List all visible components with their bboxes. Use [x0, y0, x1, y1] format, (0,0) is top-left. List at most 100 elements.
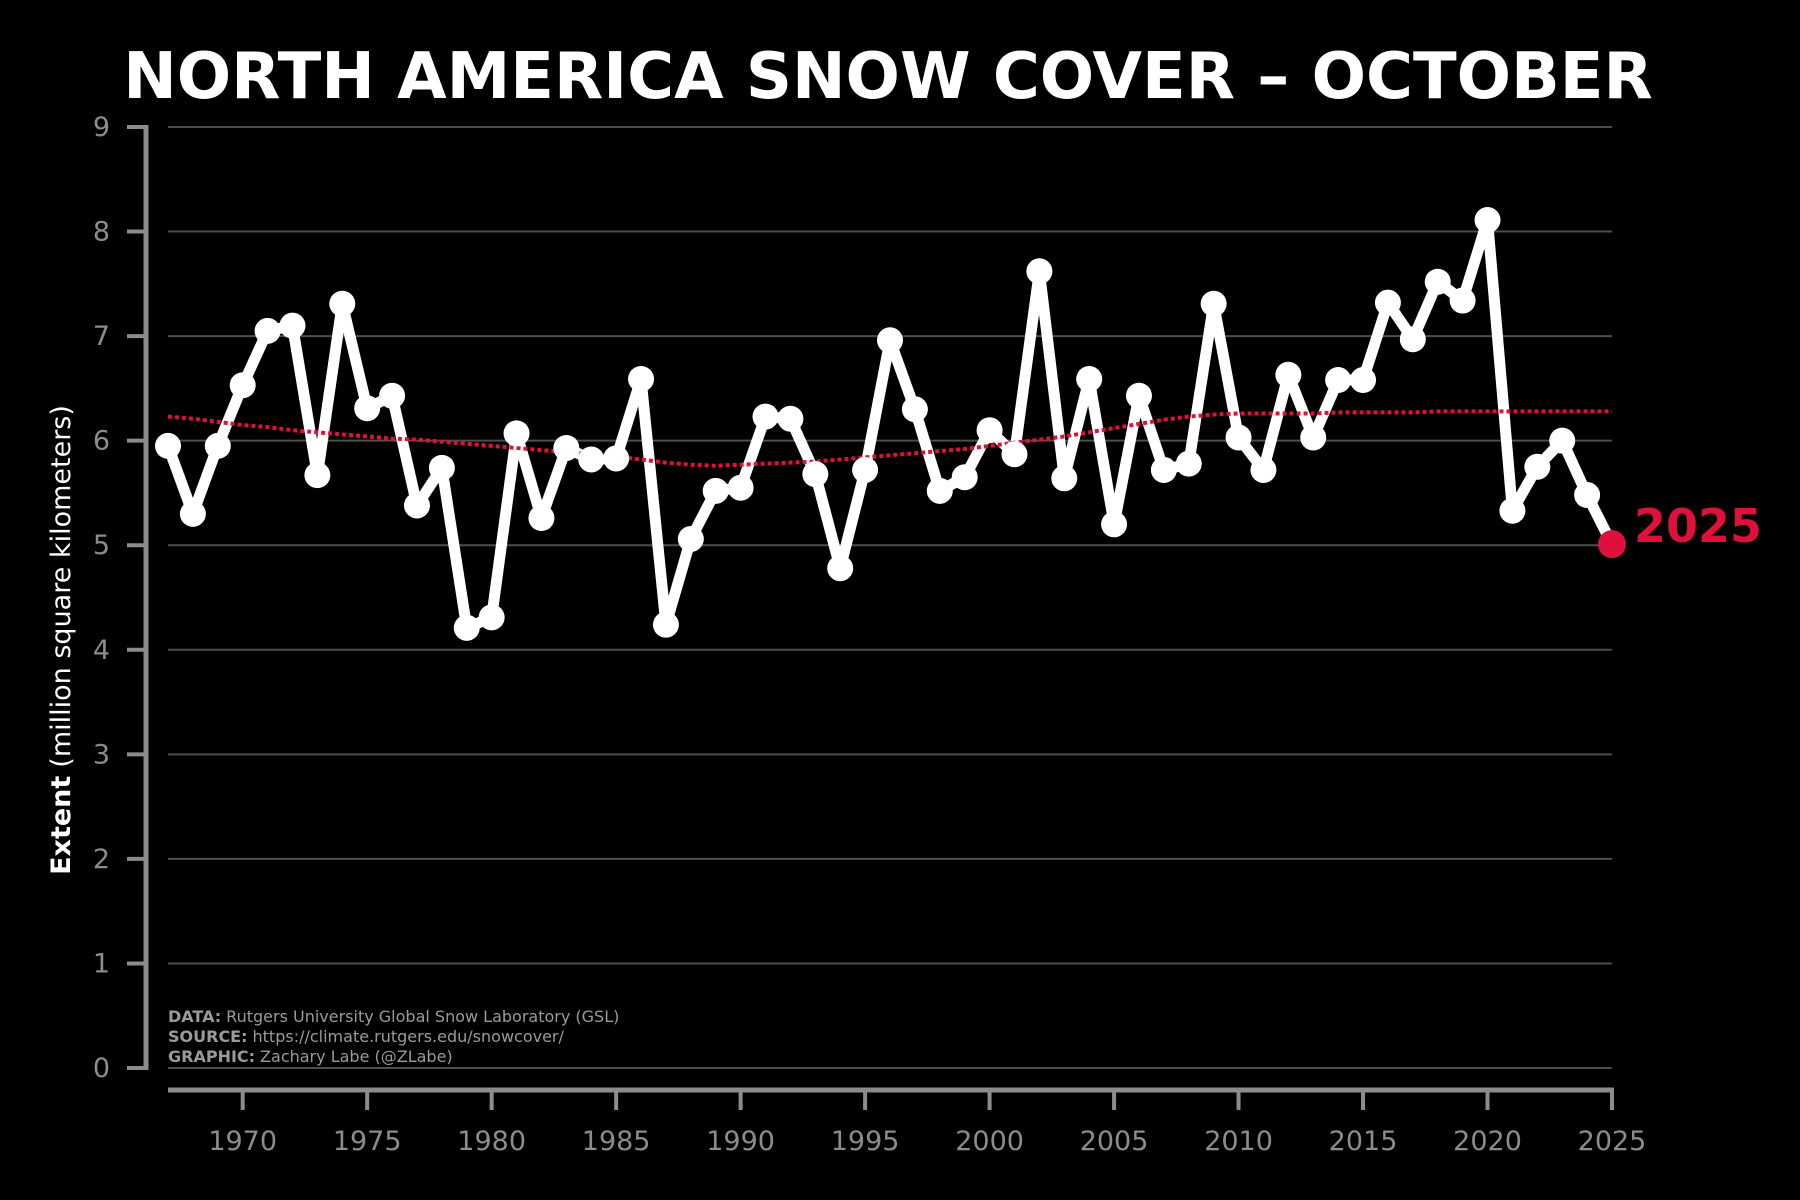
y-tick-label-1: 1 — [93, 948, 110, 979]
data-point-2020 — [1474, 207, 1501, 234]
data-point-1975 — [354, 395, 381, 422]
data-point-2022 — [1524, 453, 1551, 480]
data-point-2018 — [1424, 268, 1451, 295]
credit-data: DATA: Rutgers University Global Snow Labo… — [168, 1007, 619, 1026]
data-point-2006 — [1125, 382, 1152, 409]
credits: DATA: Rutgers University Global Snow Labo… — [168, 1007, 619, 1066]
x-tick-label-2025: 2025 — [1578, 1126, 1647, 1157]
data-point-2016 — [1374, 289, 1401, 316]
data-point-1970 — [229, 372, 256, 399]
credit-source: SOURCE: https://climate.rutgers.edu/snowc… — [168, 1027, 565, 1046]
x-tick-label-1980: 1980 — [457, 1126, 526, 1157]
data-point-1976 — [379, 382, 406, 409]
data-point-1985 — [603, 445, 630, 472]
x-tick-label-2005: 2005 — [1080, 1126, 1149, 1157]
y-tick-label-6: 6 — [93, 426, 110, 457]
data-point-2021 — [1499, 497, 1526, 524]
x-tick-label-1990: 1990 — [706, 1126, 775, 1157]
highlight-year-label: 2025 — [1634, 499, 1762, 553]
data-point-1979 — [453, 614, 480, 641]
x-tick-label-1995: 1995 — [831, 1126, 900, 1157]
x-tick-label-2015: 2015 — [1329, 1126, 1398, 1157]
grid-lines — [168, 126, 1612, 1069]
y-tick-label-4: 4 — [93, 635, 110, 666]
data-point-1984 — [578, 446, 605, 473]
data-point-1993 — [802, 461, 829, 488]
x-tick-label-1985: 1985 — [582, 1126, 651, 1157]
x-tick-labels: 1970 1975 1980 1985 1990 1995 2000 2005 2010 2015… — [208, 1126, 1646, 1157]
data-point-1998 — [926, 477, 953, 504]
data-point-1968 — [179, 500, 206, 527]
credit-graphic-key: GRAPHIC: — [168, 1047, 255, 1066]
x-tick-label-2000: 2000 — [955, 1126, 1024, 1157]
credit-graphic-value: Zachary Labe (@ZLabe) — [260, 1047, 453, 1066]
data-point-1992 — [777, 405, 804, 432]
credit-graphic: GRAPHIC: Zachary Labe (@ZLabe) — [168, 1047, 453, 1066]
data-point-2017 — [1399, 326, 1426, 353]
y-tick-label-8: 8 — [93, 217, 110, 248]
data-point-1973 — [304, 462, 331, 489]
data-point-2011 — [1250, 456, 1277, 483]
data-point-2004 — [1076, 365, 1103, 392]
series-layer: 2025 — [155, 207, 1762, 641]
x-tick-label-2010: 2010 — [1204, 1126, 1273, 1157]
data-point-2009 — [1200, 290, 1227, 317]
y-axis-label-bold: Extent — [46, 776, 77, 875]
data-point-1969 — [204, 432, 231, 459]
y-tick-label-0: 0 — [93, 1053, 110, 1084]
credit-data-value: Rutgers University Global Snow Laborator… — [226, 1007, 619, 1026]
data-point-1995 — [852, 456, 879, 483]
x-tick-label-1975: 1975 — [333, 1126, 402, 1157]
data-point-2007 — [1150, 456, 1177, 483]
data-point-1987 — [652, 611, 679, 638]
data-point-2005 — [1101, 511, 1128, 538]
data-point-2002 — [1026, 258, 1053, 285]
y-tick-label-2: 2 — [93, 844, 110, 875]
data-point-2010 — [1225, 424, 1252, 451]
data-point-1999 — [951, 464, 978, 491]
chart-title: NORTH AMERICA SNOW COVER – OCTOBER — [123, 40, 1653, 114]
data-point-2012 — [1275, 361, 1302, 388]
data-point-2024 — [1574, 482, 1601, 509]
data-point-2015 — [1350, 367, 1377, 394]
data-point-1980 — [478, 604, 505, 631]
credit-source-key: SOURCE: — [168, 1027, 248, 1046]
y-tick-label-5: 5 — [93, 530, 110, 561]
x-tick-label-2020: 2020 — [1453, 1126, 1522, 1157]
credit-source-value: https://climate.rutgers.edu/snowcover/ — [253, 1027, 565, 1046]
data-point-1986 — [628, 365, 655, 392]
x-tick-label-1970: 1970 — [208, 1126, 277, 1157]
data-point-1983 — [553, 434, 580, 461]
data-point-1990 — [727, 474, 754, 501]
data-point-2025-highlight — [1598, 530, 1626, 559]
data-point-1967 — [155, 432, 181, 459]
y-tick-label-7: 7 — [93, 321, 110, 352]
data-point-1989 — [702, 477, 729, 504]
y-tick-label-9: 9 — [93, 112, 110, 143]
data-point-1982 — [528, 505, 555, 532]
data-point-1971 — [254, 317, 281, 344]
data-point-1978 — [428, 454, 455, 481]
data-point-2013 — [1300, 424, 1327, 451]
data-point-2000 — [976, 417, 1003, 444]
data-point-1997 — [901, 396, 928, 423]
data-point-2003 — [1051, 465, 1078, 492]
data-point-1972 — [279, 312, 306, 339]
series-line-trend — [167, 409, 1612, 468]
axes — [127, 125, 1614, 1110]
data-point-2023 — [1549, 427, 1576, 454]
data-point-1974 — [329, 290, 356, 317]
data-point-2019 — [1449, 287, 1476, 314]
data-point-1977 — [403, 492, 430, 519]
data-point-1996 — [877, 327, 903, 354]
data-point-2001 — [1001, 441, 1028, 468]
y-axis-label: Extent (million square kilometers) — [46, 405, 77, 875]
data-point-1981 — [503, 420, 530, 447]
data-point-1988 — [677, 525, 704, 552]
data-point-2014 — [1325, 367, 1352, 394]
y-tick-labels: 0 1 2 3 4 5 6 7 8 9 — [93, 112, 110, 1084]
y-axis-label-rest: (million square kilometers) — [46, 405, 77, 768]
credit-data-key: DATA: — [168, 1007, 221, 1026]
